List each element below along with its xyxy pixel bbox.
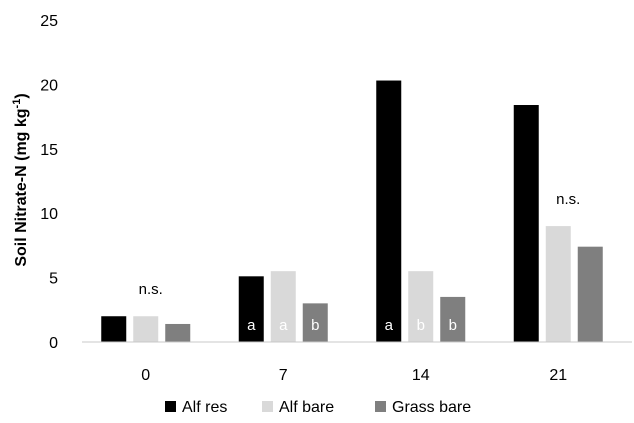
x-tick-label: 14 xyxy=(412,367,430,384)
legend-label: Alf bare xyxy=(279,399,334,416)
bar-grass-bare-7 xyxy=(302,303,328,342)
y-tick-label: 15 xyxy=(40,142,58,159)
x-tick-label: 7 xyxy=(279,367,288,384)
legend-label: Grass bare xyxy=(392,399,471,416)
bar-significance-label: a xyxy=(385,317,394,334)
x-tick-label: 21 xyxy=(549,367,567,384)
legend-label: Alf res xyxy=(182,399,227,416)
bar-alf-res-21 xyxy=(513,105,539,343)
y-axis-ticks: 0 5 10 15 20 25 xyxy=(40,13,58,352)
bars xyxy=(101,80,603,343)
legend: Alf res Alf bare Grass bare xyxy=(165,399,471,416)
bar-alf-bare-21 xyxy=(545,226,571,342)
bar-alf-bare-7 xyxy=(270,271,296,342)
y-tick-label: 25 xyxy=(40,13,58,30)
annotations: n.s. n.s. xyxy=(139,191,581,298)
y-axis-title-close: ) xyxy=(13,93,30,98)
legend-swatch xyxy=(165,401,176,412)
x-axis-ticks: 0 7 14 21 xyxy=(141,367,567,384)
significance-annotation: n.s. xyxy=(139,281,163,298)
y-tick-label: 20 xyxy=(40,77,58,94)
bar-grass-bare-14 xyxy=(440,296,466,342)
bar-significance-label: b xyxy=(417,317,425,334)
legend-swatch xyxy=(262,401,273,412)
y-axis-title: Soil Nitrate-N (mg kg-1) xyxy=(11,93,30,266)
y-axis-title-superscript: -1 xyxy=(11,99,23,109)
bar-significance-label: a xyxy=(279,317,288,334)
legend-swatch xyxy=(375,401,386,412)
bar-alf-res-14 xyxy=(376,80,402,342)
significance-annotation: n.s. xyxy=(556,191,580,208)
svg-text:Soil Nitrate-N (mg kg-1): Soil Nitrate-N (mg kg-1) xyxy=(11,93,30,266)
bar-alf-res-7 xyxy=(238,276,264,342)
y-tick-label: 5 xyxy=(49,271,58,288)
bar-significance-label: a xyxy=(247,317,256,334)
bar-significance-label: b xyxy=(449,317,457,334)
bar-significance-label: b xyxy=(311,317,319,334)
bar-grass-bare-21 xyxy=(577,246,603,342)
bar-alf-bare-14 xyxy=(408,271,434,342)
bar-grass-bare-0 xyxy=(165,323,191,342)
bar-alf-res-0 xyxy=(101,316,127,342)
y-tick-label: 10 xyxy=(40,206,58,223)
x-tick-label: 0 xyxy=(141,367,150,384)
y-axis-title-text: Soil Nitrate-N (mg kg xyxy=(13,108,30,266)
y-tick-label: 0 xyxy=(49,335,58,352)
bar-alf-bare-0 xyxy=(133,316,159,342)
